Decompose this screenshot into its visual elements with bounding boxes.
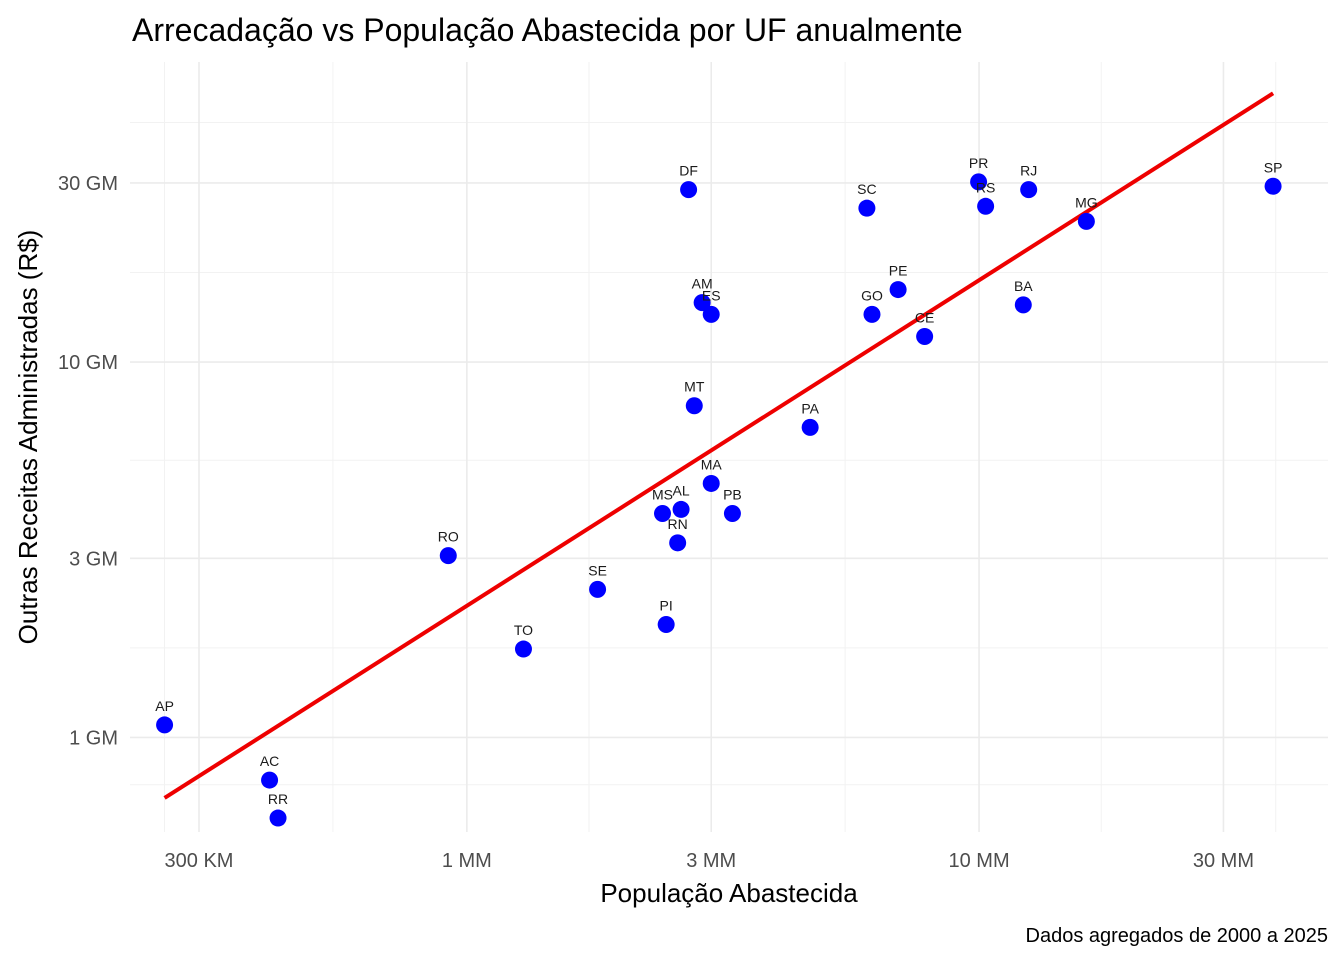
point-label-ba: BA (1014, 278, 1033, 294)
x-tick-label: 300 KM (165, 850, 234, 872)
data-point-pr (970, 173, 988, 191)
point-label-ms: MS (652, 487, 673, 503)
data-point-ap (156, 716, 174, 734)
point-label-ap: AP (155, 698, 174, 714)
point-label-ac: AC (260, 753, 279, 769)
data-point-pi (657, 615, 675, 633)
point-label-rj: RJ (1020, 163, 1037, 179)
data-point-df (680, 181, 698, 199)
trend-line (163, 91, 1275, 800)
x-tick-label: 3 MM (686, 850, 736, 872)
point-label-df: DF (679, 163, 698, 179)
data-point-rs (977, 197, 995, 215)
y-axis-ticks: 1 GM 3 GM 10 GM 30 GM (58, 173, 118, 750)
data-point-rr (269, 809, 287, 827)
point-label-sc: SC (857, 181, 876, 197)
data-point-to (514, 640, 532, 658)
point-label-to: TO (514, 622, 533, 638)
data-point-rj (1020, 181, 1038, 199)
data-point-se (589, 580, 607, 598)
data-point-ac (261, 771, 279, 789)
point-label-go: GO (861, 287, 883, 303)
x-tick-label: 10 MM (948, 850, 1009, 872)
x-axis-title: População Abastecida (600, 878, 858, 908)
data-point-pe (889, 281, 907, 299)
point-label-pi: PI (660, 597, 673, 613)
point-label-rr: RR (268, 791, 288, 807)
data-point-pb (723, 505, 741, 523)
point-label-es: ES (702, 287, 721, 303)
data-point-pa (801, 418, 819, 436)
y-tick-label: 1 GM (69, 727, 118, 749)
data-point-al (672, 500, 690, 518)
point-label-al: AL (673, 482, 690, 498)
data-point-mg (1077, 212, 1095, 230)
point-label-pe: PE (889, 263, 908, 279)
y-axis-title: Outras Receitas Administradas (R$) (13, 230, 43, 645)
point-label-se: SE (588, 562, 607, 578)
x-tick-label: 1 MM (442, 850, 492, 872)
point-label-ma: MA (701, 456, 723, 472)
point-label-mt: MT (684, 379, 705, 395)
data-point-ms (654, 505, 672, 523)
point-label-pa: PA (801, 400, 819, 416)
data-point-es (702, 305, 720, 323)
data-point-ce (916, 327, 934, 345)
chart-title: Arrecadação vs População Abastecida por … (132, 12, 963, 48)
data-point-ma (702, 474, 720, 492)
point-label-sp: SP (1264, 159, 1283, 175)
data-point-mt (685, 397, 703, 415)
y-tick-label: 3 GM (69, 548, 118, 570)
point-label-rs: RS (976, 179, 995, 195)
data-point-ba (1014, 296, 1032, 314)
x-axis-ticks: 300 KM 1 MM 3 MM 10 MM 30 MM (165, 850, 1254, 872)
trend-line-layer (163, 91, 1275, 800)
point-label-rn: RN (668, 516, 688, 532)
data-point-ro (439, 547, 457, 565)
y-tick-label: 30 GM (58, 173, 118, 195)
point-label-mg: MG (1075, 194, 1098, 210)
data-point-rn (669, 534, 687, 552)
data-points (156, 173, 1282, 827)
point-label-ro: RO (438, 529, 459, 545)
data-point-sc (858, 199, 876, 217)
y-tick-label: 10 GM (58, 352, 118, 374)
data-point-am (693, 294, 711, 312)
point-label-am: AM (692, 276, 713, 292)
data-point-go (863, 305, 881, 323)
chart-caption: Dados agregados de 2000 a 2025 (1026, 925, 1328, 947)
x-tick-label: 30 MM (1193, 850, 1254, 872)
grid-lines (130, 62, 1328, 832)
data-point-sp (1264, 177, 1282, 195)
point-label-ce: CE (915, 309, 934, 325)
point-label-pr: PR (969, 155, 988, 171)
point-label-pb: PB (723, 487, 742, 503)
